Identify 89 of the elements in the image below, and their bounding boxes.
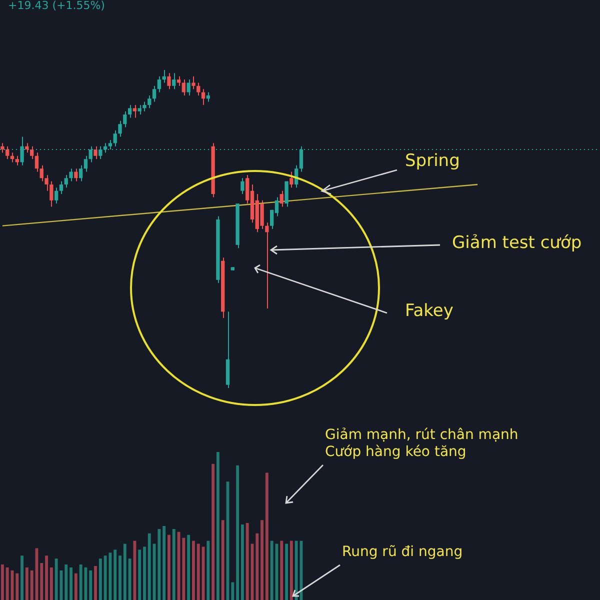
text: Giảm mạnh, rút chân mạnh (325, 427, 518, 444)
bar (196, 544, 200, 600)
bar (246, 523, 249, 600)
bar (128, 558, 132, 600)
bar (221, 520, 224, 600)
candlestick (142, 101, 146, 112)
bar (240, 524, 244, 600)
bar (260, 520, 264, 600)
bar (187, 534, 190, 600)
bar (123, 544, 126, 600)
bar (231, 582, 234, 600)
candlestick (152, 85, 156, 102)
candlestick (284, 180, 288, 208)
bar (70, 567, 72, 600)
annotation: Fakey (405, 301, 454, 321)
bar (118, 556, 122, 600)
candlestick (113, 130, 117, 147)
candlestick (196, 82, 200, 96)
bar (20, 556, 24, 600)
candlestick (118, 120, 122, 138)
annotation: Giảm test cướp (452, 233, 582, 253)
bar (256, 533, 259, 600)
candlestick (59, 180, 64, 195)
bar (285, 544, 288, 600)
bar (0, 564, 4, 600)
candlestick (78, 164, 83, 182)
candlestick (25, 142, 29, 154)
bar (236, 465, 240, 600)
candlestick (290, 171, 294, 188)
bar (290, 540, 293, 600)
bar (270, 540, 274, 600)
candlestick (132, 104, 137, 118)
candlestick (34, 152, 39, 172)
bar (74, 573, 78, 600)
bar (30, 570, 34, 600)
candlestick (64, 174, 68, 188)
candlestick (201, 88, 206, 106)
candlestick (280, 190, 284, 208)
bar (45, 556, 48, 600)
bar (54, 558, 58, 600)
bar (212, 464, 215, 600)
annotation: Rung rũ đi ngang (342, 544, 463, 560)
bar (50, 567, 53, 600)
bar (138, 550, 142, 600)
bar (294, 540, 298, 600)
candlestick (192, 76, 196, 90)
bar (148, 533, 151, 600)
bar (16, 573, 19, 600)
bar (40, 563, 44, 600)
candlestick (148, 94, 152, 109)
candlestick (128, 104, 132, 118)
candlestick (74, 168, 78, 182)
candlestick (123, 110, 127, 128)
bar (192, 540, 195, 600)
bar (89, 570, 92, 600)
bar (6, 567, 9, 600)
candlestick (162, 70, 166, 84)
annotation: Cướp hàng kéo tăng (325, 444, 466, 460)
candlestick (30, 146, 34, 160)
bar (172, 528, 176, 600)
bar (206, 540, 210, 600)
bar (182, 538, 186, 600)
bar (216, 452, 220, 600)
bar (94, 566, 97, 600)
candlestick (6, 146, 10, 160)
candlestick (265, 222, 269, 309)
candlestick (54, 187, 58, 204)
candlestick (186, 79, 190, 96)
candlestick (94, 146, 98, 160)
bar (133, 540, 136, 600)
annotation: Spring (405, 151, 460, 171)
candlestick (182, 79, 186, 96)
bar (265, 472, 268, 600)
text: +19.43 (+1.55%) (8, 0, 105, 12)
candlestick (167, 72, 171, 90)
bar (25, 567, 28, 600)
candlestick (0, 142, 4, 154)
candlestick (157, 76, 162, 93)
bar (162, 526, 166, 600)
bar (280, 540, 284, 600)
candlestick (84, 155, 88, 172)
bar (143, 546, 146, 600)
bar (168, 534, 170, 600)
candlestick (69, 168, 73, 182)
candlestick (240, 178, 244, 195)
bar (114, 550, 117, 600)
bar (64, 564, 68, 600)
candlestick (172, 72, 176, 90)
bar (98, 558, 102, 600)
